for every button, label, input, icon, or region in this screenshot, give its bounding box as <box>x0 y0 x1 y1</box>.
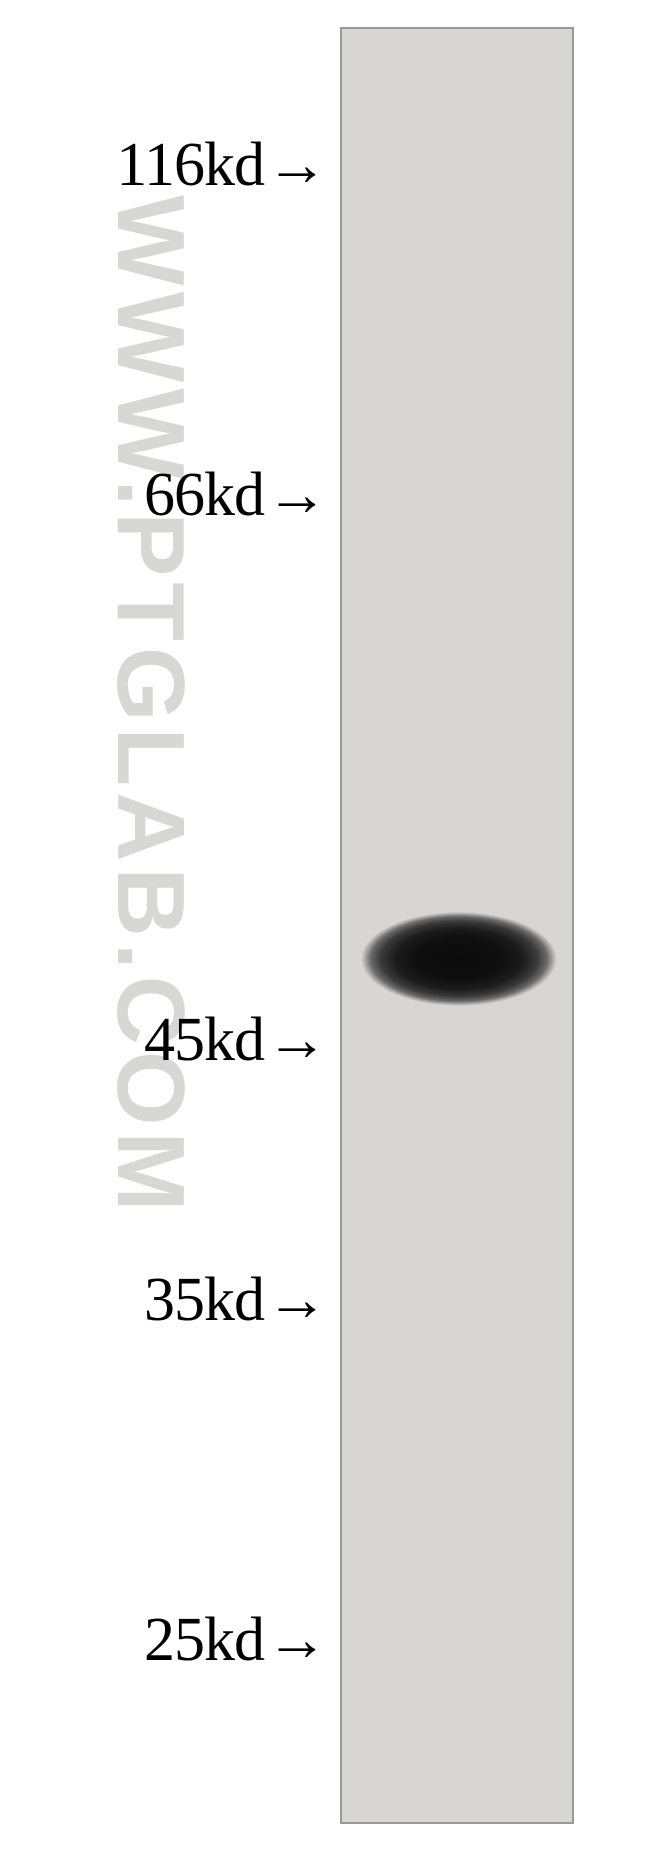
marker-label: 116kd <box>116 134 264 196</box>
mw-marker-25: 25kd → <box>144 1609 328 1671</box>
protein-band <box>357 903 561 1015</box>
arrow-icon: → <box>266 134 328 196</box>
arrow-icon: → <box>266 464 328 526</box>
marker-label: 66kd <box>144 464 264 526</box>
blot-figure: WWW.PTGLAB.COM 116kd → 66kd → 45kd → 35k… <box>0 0 650 1855</box>
blot-lane <box>340 27 574 1824</box>
arrow-icon: → <box>266 1609 328 1671</box>
marker-label: 35kd <box>144 1269 264 1331</box>
arrow-icon: → <box>266 1269 328 1331</box>
mw-marker-45: 45kd → <box>144 1009 328 1071</box>
mw-marker-35: 35kd → <box>144 1269 328 1331</box>
arrow-icon: → <box>266 1009 328 1071</box>
mw-marker-116: 116kd → <box>116 134 328 196</box>
marker-label: 45kd <box>144 1009 264 1071</box>
marker-label: 25kd <box>144 1609 264 1671</box>
mw-marker-66: 66kd → <box>144 464 328 526</box>
